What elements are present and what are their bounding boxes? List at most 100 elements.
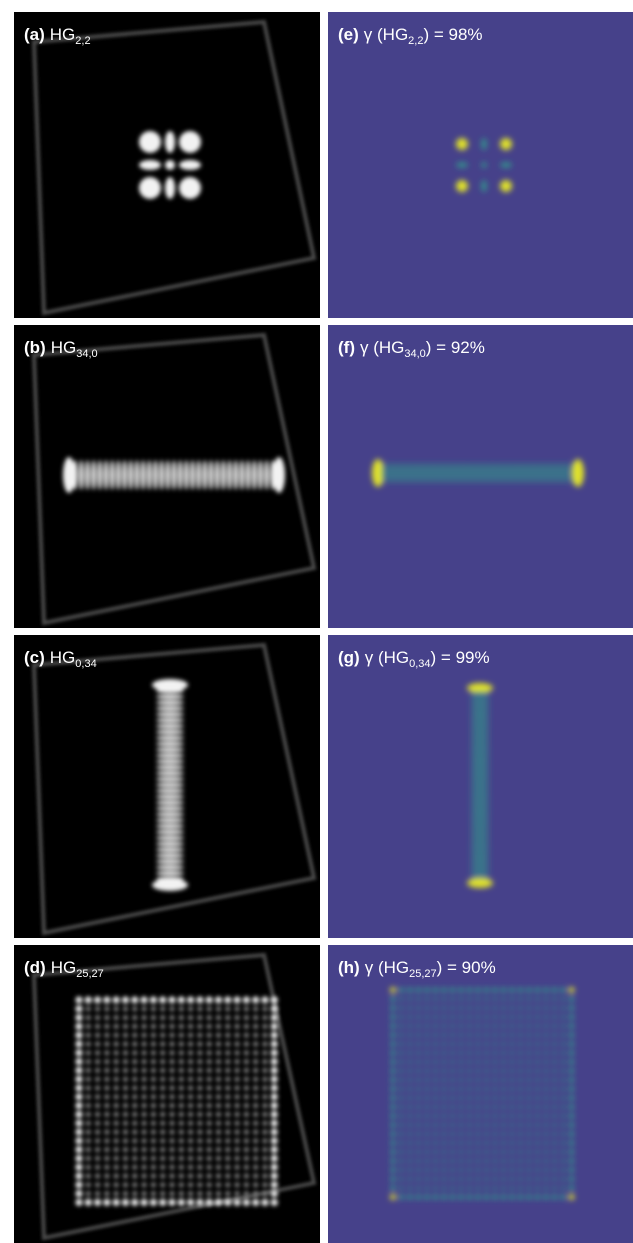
fit-lobe xyxy=(519,1078,523,1082)
fit-lobe xyxy=(470,715,490,719)
beam-lobe xyxy=(244,1024,249,1029)
fit-lobe xyxy=(470,818,490,822)
beam-lobe xyxy=(104,1165,109,1170)
beam-lobe xyxy=(151,1147,156,1152)
fit-lobe xyxy=(451,1150,455,1154)
fit-lobe xyxy=(569,1113,575,1119)
fit-lobe xyxy=(382,462,386,484)
beam-lobe xyxy=(86,1077,91,1082)
fit-panel xyxy=(328,325,633,628)
beam-lobe xyxy=(114,1006,119,1011)
beam-lobe xyxy=(95,1147,100,1152)
beam-lobe xyxy=(197,1103,202,1108)
fit-lobe xyxy=(502,1087,506,1091)
panel-letter: (g) xyxy=(338,648,360,667)
beam-lobe xyxy=(179,1077,184,1082)
beam-lobe xyxy=(151,1015,156,1020)
beam-lobe xyxy=(262,1147,267,1152)
fit-lobe xyxy=(502,1096,506,1100)
fit-lobe xyxy=(468,1150,472,1154)
fit-lobe xyxy=(408,1060,412,1064)
beam-lobe xyxy=(132,1015,137,1020)
beam-lobe xyxy=(160,1077,165,1082)
fit-lobe xyxy=(476,1078,480,1082)
beam-lobe xyxy=(262,1006,267,1011)
beam-lobe xyxy=(244,1094,249,1099)
beam-lobe xyxy=(160,1182,165,1187)
beam-lobe xyxy=(114,1041,119,1046)
fit-lobe xyxy=(467,1194,473,1200)
fit-lobe xyxy=(459,1132,463,1136)
beam-lobe xyxy=(207,1006,212,1011)
beam-lobe xyxy=(203,460,208,490)
beam-lobe xyxy=(207,1085,212,1090)
fit-lobe xyxy=(470,789,490,793)
fit-lobe xyxy=(476,1114,480,1118)
beam-lobe xyxy=(151,1033,156,1038)
fit-lobe xyxy=(527,1078,531,1082)
beam-lobe xyxy=(159,1199,166,1206)
fit-lobe xyxy=(400,1159,404,1163)
beam-lobe xyxy=(104,1041,109,1046)
fit-lobe xyxy=(510,1177,514,1181)
fit-panel xyxy=(328,945,633,1243)
fit-lobe xyxy=(536,1123,540,1127)
beam-lobe xyxy=(123,1156,128,1161)
beam-lobe xyxy=(207,1094,212,1099)
fit-lobe xyxy=(502,1033,506,1037)
beam-lobe xyxy=(179,1147,184,1152)
fit-lobe xyxy=(543,1194,549,1200)
beam-lobe xyxy=(116,460,121,490)
beam-lobe xyxy=(91,460,96,490)
beam-lobe xyxy=(104,1077,109,1082)
fit-lobe xyxy=(400,1024,404,1028)
fit-lobe xyxy=(485,1168,489,1172)
beam-lobe xyxy=(262,1085,267,1090)
beam-lobe xyxy=(225,1121,230,1126)
fit-lobe xyxy=(536,1015,540,1019)
fit-lobe xyxy=(561,1150,565,1154)
fit-lobe xyxy=(501,1194,507,1200)
beam-lobe xyxy=(114,1068,119,1073)
beam-lobe xyxy=(160,1129,165,1134)
beam-lobe xyxy=(169,1112,174,1117)
fit-lobe xyxy=(553,1069,557,1073)
fit-lobe xyxy=(500,162,512,168)
fit-lobe xyxy=(390,1149,396,1155)
fit-lobe xyxy=(470,462,474,484)
fit-lobe xyxy=(407,987,413,993)
fit-lobe xyxy=(425,1087,429,1091)
beam-lobe xyxy=(225,1173,230,1178)
beam-lobe xyxy=(123,1129,128,1134)
fit-lobe xyxy=(544,1150,548,1154)
fit-lobe xyxy=(424,987,430,993)
fit-lobe xyxy=(458,987,464,993)
fit-lobe xyxy=(500,138,512,150)
mode-index: 2,2 xyxy=(75,35,90,47)
beam-lobe xyxy=(262,1041,267,1046)
beam-lobe xyxy=(123,1165,128,1170)
beam-lobe xyxy=(104,1138,109,1143)
beam-lobe xyxy=(75,1190,82,1197)
fit-lobe xyxy=(536,1186,540,1190)
beam-lobe xyxy=(156,818,184,823)
beam-lobe xyxy=(244,1165,249,1170)
fit-lobe xyxy=(510,1168,514,1172)
beam-lobe xyxy=(114,1015,119,1020)
fit-lobe xyxy=(459,1123,463,1127)
beam-lobe xyxy=(188,1024,193,1029)
beam-lobe xyxy=(75,1040,82,1047)
fit-lobe xyxy=(459,1168,463,1172)
fit-lobe xyxy=(561,1060,565,1064)
fit-lobe xyxy=(408,1042,412,1046)
fit-lobe xyxy=(553,1105,557,1109)
fit-lobe xyxy=(493,1042,497,1046)
fit-lobe xyxy=(400,1033,404,1037)
fit-beam xyxy=(456,138,512,192)
beam-lobe xyxy=(160,1024,165,1029)
fit-lobe xyxy=(527,1060,531,1064)
fit-lobe xyxy=(456,180,468,192)
fit-lobe xyxy=(510,997,514,1001)
fit-lobe xyxy=(476,1186,480,1190)
fit-lobe xyxy=(560,987,566,993)
